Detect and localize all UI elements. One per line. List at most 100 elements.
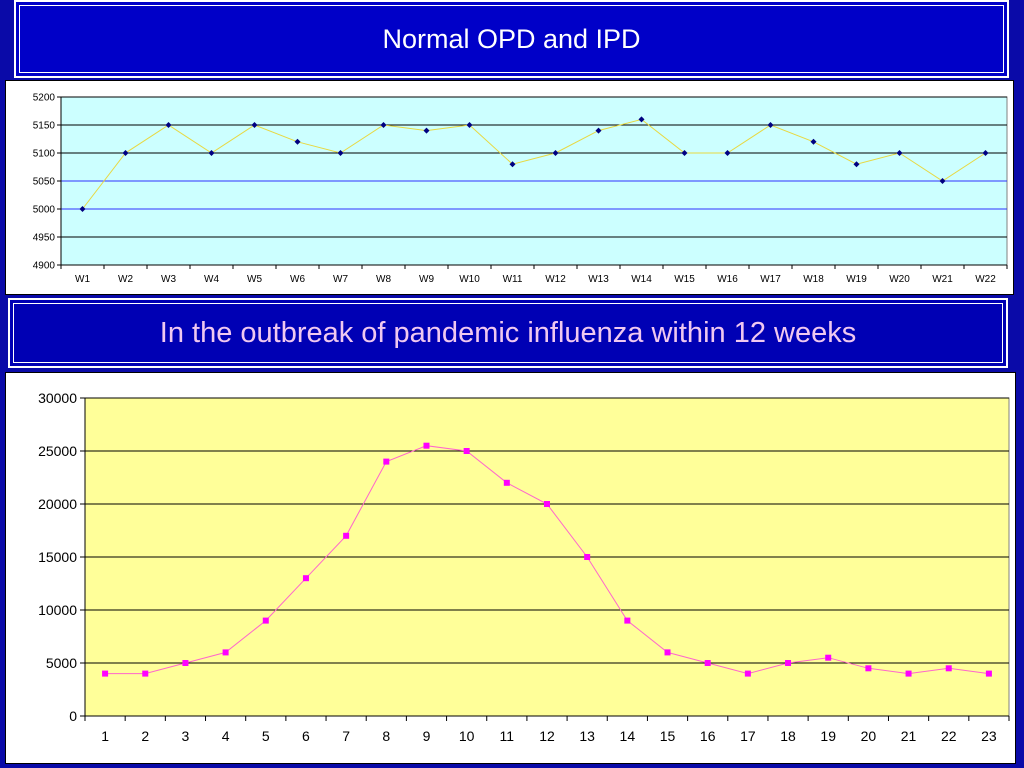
data-point <box>744 670 751 677</box>
x-tick-label: W19 <box>846 274 867 285</box>
x-tick-label: 1 <box>101 728 109 744</box>
data-point <box>302 575 309 582</box>
x-tick-label: 22 <box>941 728 957 744</box>
x-tick-label: W4 <box>204 274 219 285</box>
x-tick-label: W21 <box>932 274 953 285</box>
x-tick-label: W14 <box>631 274 652 285</box>
y-tick-label: 5000 <box>33 205 56 216</box>
x-tick-label: W13 <box>588 274 609 285</box>
x-tick-label: W3 <box>161 274 176 285</box>
series-line <box>82 118 986 210</box>
data-point <box>208 150 215 156</box>
data-point <box>182 660 189 666</box>
y-tick-label: 4900 <box>33 261 56 272</box>
y-tick-label: 5100 <box>33 149 56 160</box>
chart2-container: 0 5000 10000 15000 20000 25000 30000 1 2 3 4 5 6 7 8 9 1… <box>5 372 1016 764</box>
data-point <box>865 665 872 672</box>
x-tick-label: W18 <box>803 274 824 285</box>
data-point <box>624 617 631 624</box>
x-tick-label: 20 <box>861 728 877 744</box>
x-tick-label: W20 <box>889 274 910 285</box>
y-tick-label: 20000 <box>38 496 77 512</box>
data-point <box>122 150 129 156</box>
x-tick-label: 4 <box>222 728 230 744</box>
data-point <box>509 161 516 168</box>
x-tick-label: W17 <box>760 274 781 285</box>
data-point <box>724 150 731 156</box>
y-tick-label: 4950 <box>33 233 56 244</box>
x-tick-label: 10 <box>459 728 475 744</box>
y-tick-label: 5000 <box>46 655 77 671</box>
y-tick-label: 15000 <box>38 549 77 565</box>
chart1-title: Normal OPD and IPD <box>382 23 641 54</box>
data-point <box>544 501 550 507</box>
x-tick-label: 3 <box>182 728 190 744</box>
x-tick-label: 13 <box>579 728 595 744</box>
data-point <box>102 670 109 677</box>
data-point <box>463 448 470 454</box>
data-point <box>595 127 602 134</box>
data-point <box>905 670 912 677</box>
data-point <box>704 660 711 666</box>
title-banner-outbreak: In the outbreak of pandemic influenza wi… <box>8 298 1008 368</box>
data-point <box>142 670 149 677</box>
x-tick-label: W7 <box>333 274 348 285</box>
data-point <box>294 138 301 145</box>
data-point <box>503 479 510 486</box>
x-tick-label: W11 <box>503 274 523 285</box>
data-point <box>785 660 792 666</box>
x-tick-label: W5 <box>247 274 262 285</box>
x-tick-label: 15 <box>660 728 676 744</box>
y-tick-label: 5150 <box>33 121 56 132</box>
title-banner-normal: Normal OPD and IPD <box>14 0 1009 78</box>
x-tick-label: 7 <box>342 728 350 744</box>
data-point <box>825 654 832 661</box>
data-point <box>380 122 387 128</box>
data-point <box>79 206 86 212</box>
data-point <box>638 116 645 123</box>
data-point <box>985 670 992 677</box>
x-tick-label: 8 <box>382 728 390 744</box>
x-tick-label: 19 <box>820 728 836 744</box>
y-tick-label: 30000 <box>38 390 77 406</box>
x-tick-label: 2 <box>141 728 149 744</box>
x-tick-label: 14 <box>620 728 636 744</box>
x-tick-label: W12 <box>545 274 566 285</box>
chart1-svg: 4900 4950 5000 5050 5100 5150 5200 W1 W2 W3 W4 W5 W6… <box>33 93 1008 285</box>
x-tick-label: 9 <box>423 728 431 744</box>
y-tick-label: 5050 <box>33 177 56 188</box>
x-tick-label: 21 <box>901 728 917 744</box>
data-point <box>982 150 989 156</box>
x-tick-label: W15 <box>674 274 695 285</box>
data-point <box>343 532 350 539</box>
data-point <box>664 649 671 656</box>
data-point <box>552 150 559 156</box>
data-point <box>423 442 430 449</box>
y-tick-label: 25000 <box>38 443 77 459</box>
x-tick-label: W2 <box>118 274 133 285</box>
data-point <box>681 150 688 156</box>
data-point <box>423 127 430 134</box>
x-tick-label: 11 <box>500 728 515 744</box>
y-tick-label: 0 <box>69 708 77 724</box>
x-tick-label: 16 <box>700 728 716 744</box>
chart1-container: 4900 4950 5000 5050 5100 5150 5200 W1 W2 W3 W4 W5 W6… <box>5 80 1014 295</box>
data-point <box>251 122 258 128</box>
data-point <box>767 122 774 128</box>
data-point <box>165 122 172 128</box>
x-tick-label: W22 <box>975 274 996 285</box>
x-tick-label: 6 <box>302 728 310 744</box>
y-tick-label: 5200 <box>33 93 56 104</box>
x-tick-label: 12 <box>539 728 555 744</box>
data-point <box>222 649 229 656</box>
x-tick-label: 5 <box>262 728 270 744</box>
y-tick-label: 10000 <box>38 602 77 618</box>
chart2-title: In the outbreak of pandemic influenza wi… <box>159 316 857 349</box>
x-tick-label: W6 <box>290 274 305 285</box>
x-tick-label: W1 <box>75 274 90 285</box>
x-tick-label: W10 <box>459 274 480 285</box>
x-tick-label: 23 <box>981 728 997 744</box>
data-point <box>466 122 473 128</box>
data-point <box>810 138 817 145</box>
